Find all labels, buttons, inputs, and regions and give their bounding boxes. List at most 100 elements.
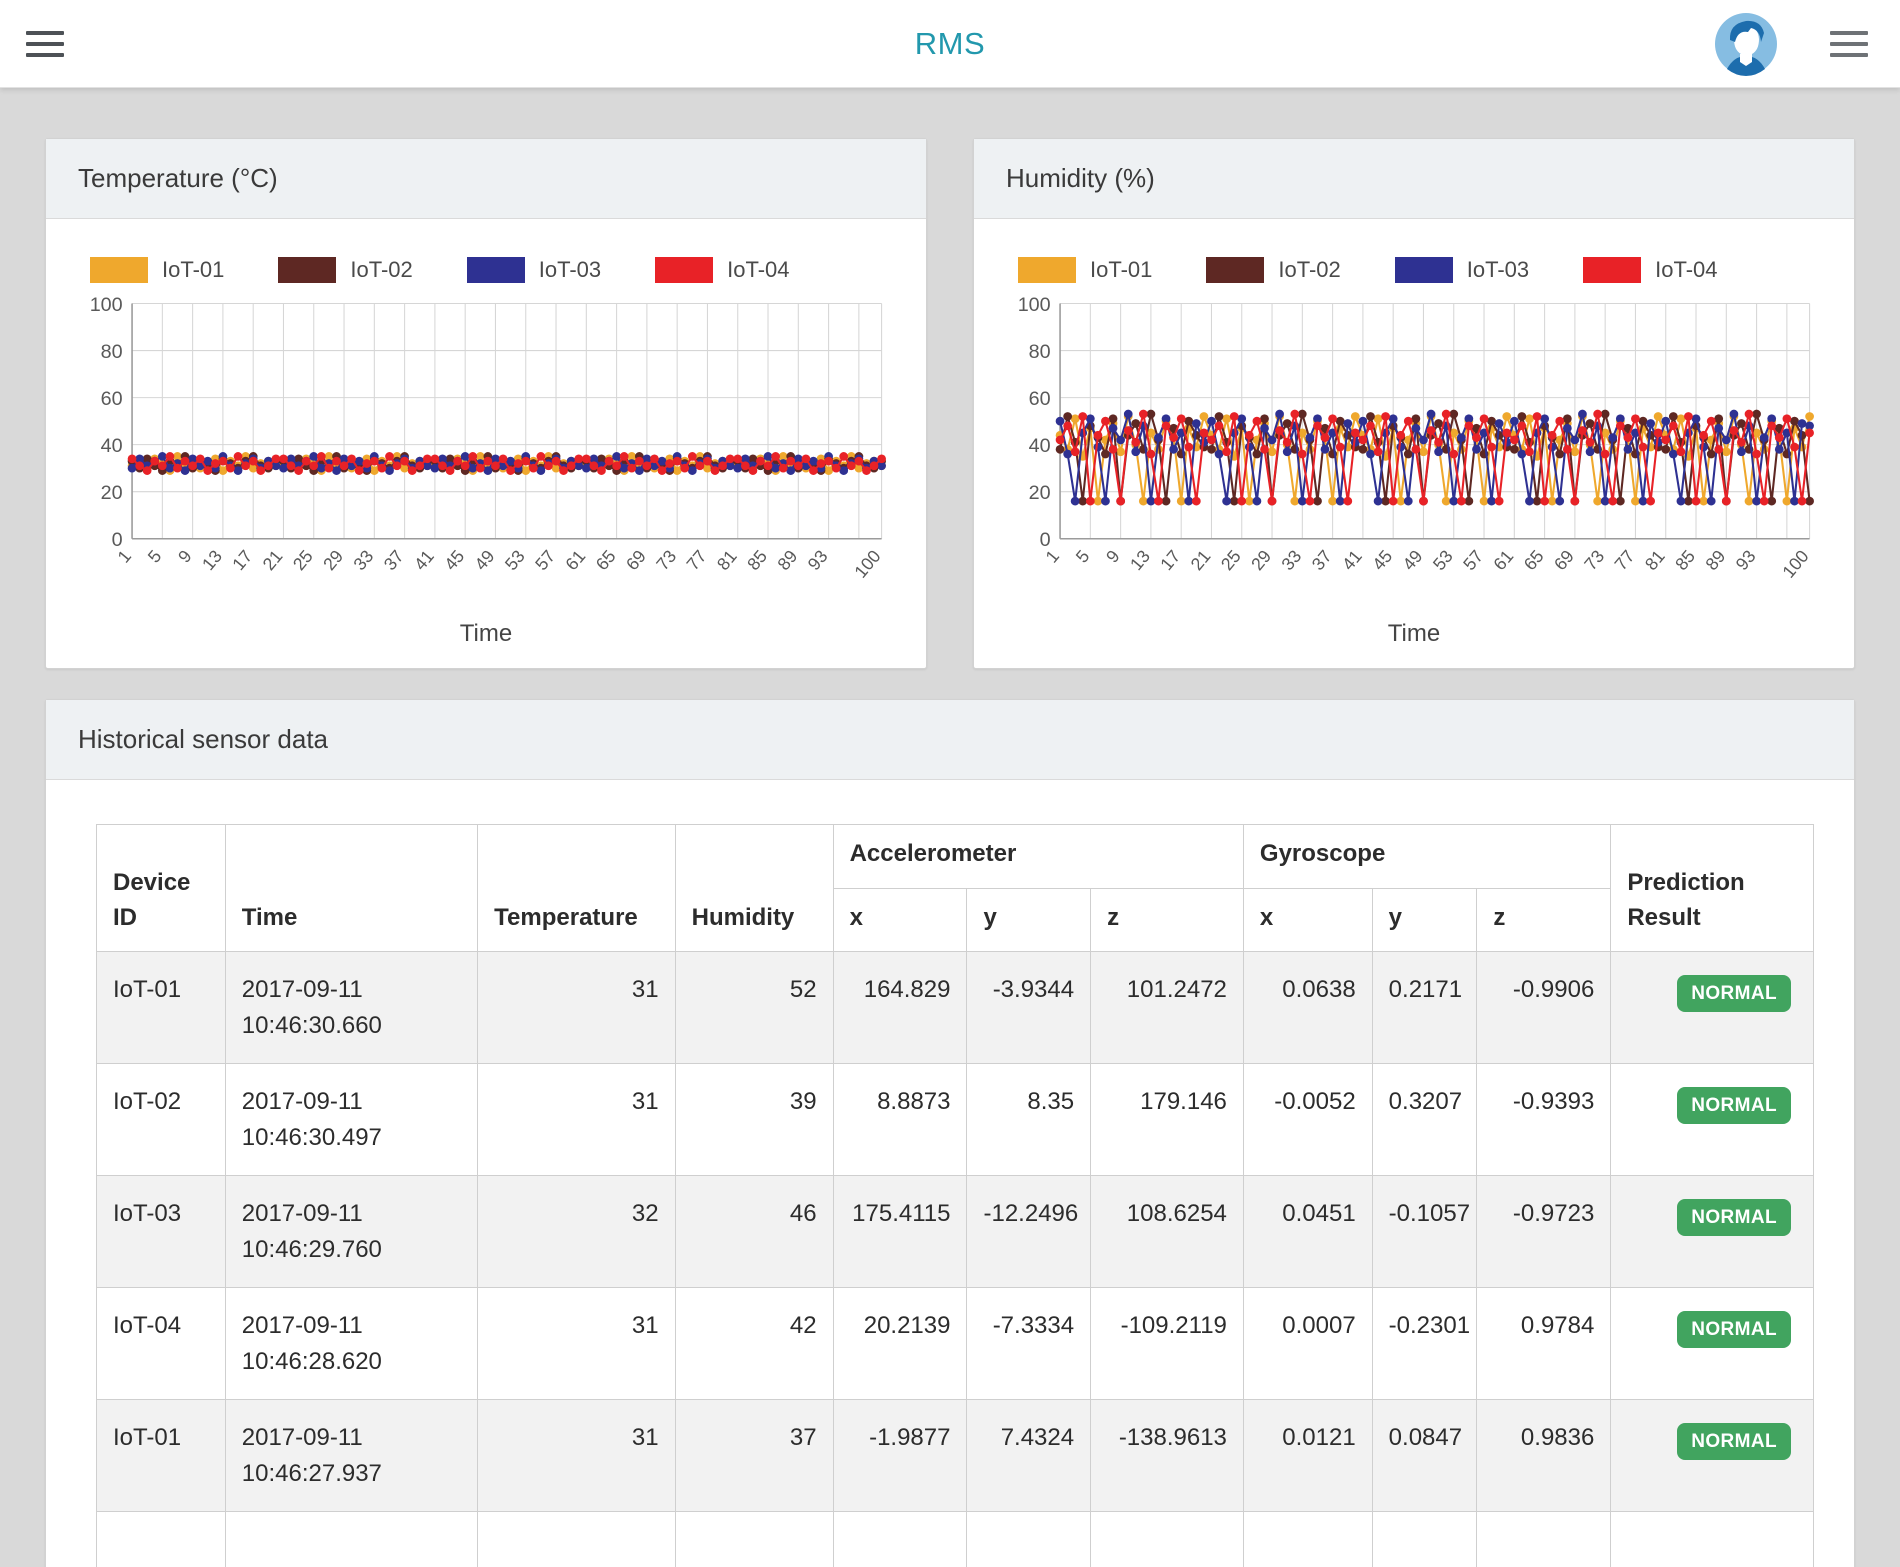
sensor-data-table: Device ID Time Temperature Humidity Acce… — [96, 824, 1814, 1567]
cell-acc-x: 20.2139 — [833, 1288, 967, 1400]
legend-label: IoT-02 — [350, 257, 412, 283]
temperature-chart[interactable]: 0204060801001591317212529333741454953576… — [80, 291, 892, 616]
col-header-time: Time — [225, 824, 477, 952]
svg-text:21: 21 — [259, 546, 287, 574]
cell-time: 2017-09-11 10:46:30.660 — [225, 952, 477, 1064]
cell-gyro-x: 0.0121 — [1243, 1400, 1372, 1512]
col-header-device-id: Device ID — [97, 824, 226, 952]
cell-acc-y: 8.35 — [967, 1064, 1091, 1176]
legend-label: IoT-01 — [162, 257, 224, 283]
svg-text:100: 100 — [1778, 546, 1812, 582]
svg-text:17: 17 — [1156, 546, 1184, 574]
legend-item-iot-02[interactable]: IoT-02 — [278, 257, 412, 283]
cell-acc-z: 108.6254 — [1091, 1176, 1244, 1288]
table-row[interactable]: IoT-012017-09-11 10:46:27.9373137-1.9877… — [97, 1400, 1814, 1512]
cell-gyro-z: -0.9393 — [1477, 1064, 1611, 1176]
table-row[interactable]: IoT-032017-09-11 10:46:29.7603246175.411… — [97, 1176, 1814, 1288]
table-row[interactable]: IoT-042017-09-11 10:46:28.620314220.2139… — [97, 1288, 1814, 1400]
legend-label: IoT-04 — [1655, 257, 1717, 283]
legend-swatch-icon — [1395, 257, 1453, 283]
legend-item-iot-03[interactable]: IoT-03 — [1395, 257, 1529, 283]
legend-item-iot-03[interactable]: IoT-03 — [467, 257, 601, 283]
status-badge: NORMAL — [1677, 975, 1791, 1012]
options-menu-icon[interactable] — [1830, 31, 1868, 57]
svg-text:40: 40 — [1029, 435, 1051, 457]
temperature-x-axis-title: Time — [80, 620, 892, 648]
table-row[interactable] — [97, 1512, 1814, 1567]
svg-text:1: 1 — [1041, 546, 1063, 566]
col-header-gyroscope: Gyroscope — [1243, 824, 1610, 888]
svg-text:93: 93 — [1732, 546, 1760, 574]
cell-acc-y: -7.3334 — [967, 1288, 1091, 1400]
svg-text:37: 37 — [1308, 546, 1336, 574]
status-badge: NORMAL — [1677, 1199, 1791, 1236]
cell-acc-z — [1091, 1512, 1244, 1567]
cell-acc-z: 101.2472 — [1091, 952, 1244, 1064]
cell-gyro-y: 0.3207 — [1372, 1064, 1477, 1176]
table-row[interactable]: IoT-022017-09-11 10:46:30.49731398.88738… — [97, 1064, 1814, 1176]
col-header-acc-z: z — [1091, 888, 1244, 952]
svg-text:65: 65 — [592, 546, 620, 574]
svg-text:93: 93 — [804, 546, 832, 574]
cell-gyro-y: 0.0847 — [1372, 1400, 1477, 1512]
col-header-gyro-z: z — [1477, 888, 1611, 952]
col-header-accelerometer: Accelerometer — [833, 824, 1243, 888]
user-avatar[interactable] — [1714, 12, 1778, 76]
svg-text:5: 5 — [144, 546, 166, 567]
svg-text:80: 80 — [101, 341, 123, 363]
svg-text:40: 40 — [101, 435, 123, 457]
legend-swatch-icon — [467, 257, 525, 283]
svg-text:5: 5 — [1072, 546, 1094, 567]
cell-time: 2017-09-11 10:46:27.937 — [225, 1400, 477, 1512]
svg-text:60: 60 — [1029, 388, 1051, 410]
cell-humidity: 52 — [675, 952, 833, 1064]
table-row[interactable]: IoT-012017-09-11 10:46:30.6603152164.829… — [97, 952, 1814, 1064]
cell-acc-y: -3.9344 — [967, 952, 1091, 1064]
svg-text:85: 85 — [743, 546, 771, 574]
cell-acc-y: 7.4324 — [967, 1400, 1091, 1512]
cell-gyro-x — [1243, 1512, 1372, 1567]
humidity-card-title: Humidity (%) — [974, 139, 1854, 219]
cell-humidity — [675, 1512, 833, 1567]
col-header-acc-y: y — [967, 888, 1091, 952]
svg-text:69: 69 — [1550, 546, 1578, 574]
svg-text:89: 89 — [1701, 546, 1729, 574]
legend-swatch-icon — [278, 257, 336, 283]
svg-text:29: 29 — [1247, 546, 1275, 574]
legend-item-iot-01[interactable]: IoT-01 — [90, 257, 224, 283]
svg-text:89: 89 — [773, 546, 801, 574]
cell-prediction: NORMAL — [1611, 1400, 1814, 1512]
page-title: RMS — [0, 0, 1900, 88]
cell-prediction: NORMAL — [1611, 1176, 1814, 1288]
humidity-card: Humidity (%) IoT-01IoT-02IoT-03IoT-04 02… — [973, 138, 1855, 669]
svg-text:37: 37 — [380, 546, 408, 574]
svg-text:17: 17 — [228, 546, 256, 574]
cell-gyro-z — [1477, 1512, 1611, 1567]
cell-device — [97, 1512, 226, 1567]
legend-item-iot-04[interactable]: IoT-04 — [655, 257, 789, 283]
cell-gyro-z: 0.9784 — [1477, 1288, 1611, 1400]
svg-text:49: 49 — [471, 546, 499, 574]
legend-label: IoT-04 — [727, 257, 789, 283]
legend-item-iot-01[interactable]: IoT-01 — [1018, 257, 1152, 283]
legend-label: IoT-03 — [1467, 257, 1529, 283]
legend-label: IoT-03 — [539, 257, 601, 283]
humidity-chart[interactable]: 0204060801001591317212529333741454953576… — [1008, 291, 1820, 616]
status-badge: NORMAL — [1677, 1311, 1791, 1348]
cell-acc-x: 175.4115 — [833, 1176, 967, 1288]
legend-swatch-icon — [1583, 257, 1641, 283]
svg-text:85: 85 — [1671, 546, 1699, 574]
cell-acc-x — [833, 1512, 967, 1567]
cell-gyro-x: -0.0052 — [1243, 1064, 1372, 1176]
svg-text:81: 81 — [1641, 546, 1669, 574]
svg-text:25: 25 — [1217, 546, 1245, 574]
svg-text:49: 49 — [1399, 546, 1427, 574]
cell-gyro-z: -0.9906 — [1477, 952, 1611, 1064]
legend-item-iot-04[interactable]: IoT-04 — [1583, 257, 1717, 283]
svg-text:65: 65 — [1520, 546, 1548, 574]
svg-text:69: 69 — [622, 546, 650, 574]
cell-humidity: 37 — [675, 1400, 833, 1512]
cell-device: IoT-01 — [97, 1400, 226, 1512]
cell-acc-x: 8.8873 — [833, 1064, 967, 1176]
legend-item-iot-02[interactable]: IoT-02 — [1206, 257, 1340, 283]
